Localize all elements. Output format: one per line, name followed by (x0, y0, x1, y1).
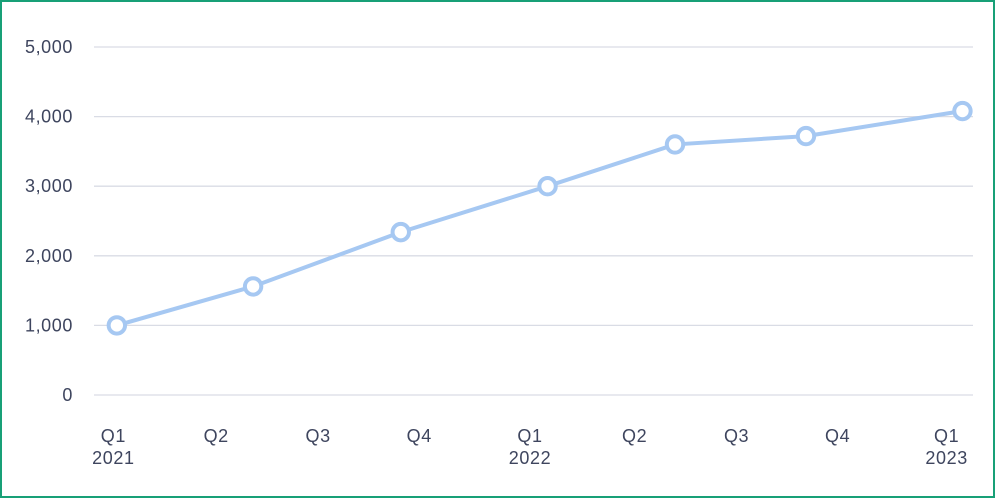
y-axis-tick-label: 5,000 (25, 37, 73, 57)
y-axis-tick-label: 3,000 (25, 176, 73, 196)
y-axis-tick-label: 4,000 (25, 107, 73, 127)
x-axis-tick-label-year: 2022 (509, 448, 551, 468)
x-axis-tick-label-quarter: Q4 (407, 426, 432, 446)
data-point-marker (664, 134, 686, 155)
x-axis-tick-label-year: 2021 (92, 448, 134, 468)
data-point-marker (952, 100, 973, 122)
x-axis-tick-label-quarter: Q3 (724, 426, 749, 446)
x-axis-tick-label-quarter: Q2 (204, 426, 229, 446)
data-point-marker (795, 125, 817, 147)
data-point-marker (390, 221, 411, 243)
x-axis-tick-label-year: 2023 (925, 448, 967, 468)
series-line (114, 109, 965, 328)
data-point-marker (106, 315, 128, 336)
x-axis-tick-label-quarter: Q1 (934, 426, 959, 446)
x-axis-tick-label-quarter: Q1 (517, 426, 542, 446)
y-axis-tick-label: 2,000 (25, 246, 73, 266)
x-axis-tick-label-quarter: Q3 (306, 426, 331, 446)
x-axis-tick-label-quarter: Q4 (825, 426, 850, 446)
data-point-marker (242, 276, 264, 297)
y-axis-tick-label: 0 (62, 385, 73, 405)
y-axis-tick-label: 1,000 (25, 315, 73, 335)
data-point-marker (537, 176, 558, 197)
x-axis-tick-label-quarter: Q1 (101, 426, 126, 446)
x-axis-tick-label-quarter: Q2 (622, 426, 647, 446)
